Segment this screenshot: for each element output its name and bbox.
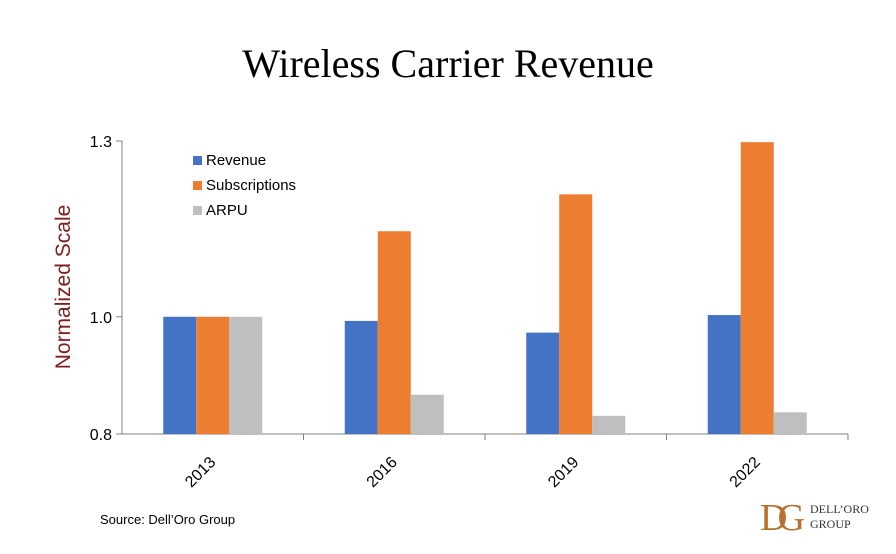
- legend-swatch-arpu: [193, 206, 202, 215]
- bar-arpu-2013: [229, 316, 263, 434]
- legend-label-arpu: ARPU: [206, 202, 248, 219]
- logo-mark: DG: [760, 497, 805, 539]
- x-tick-label: 2013: [182, 454, 219, 491]
- bar-revenue-2022: [707, 315, 741, 434]
- bar-arpu-2016: [410, 394, 444, 434]
- bar-subscriptions-2013: [196, 316, 230, 434]
- x-tick-label: 2019: [545, 454, 582, 491]
- y-tick-label: 0.8: [90, 427, 112, 444]
- chart-title: Wireless Carrier Revenue: [242, 41, 654, 86]
- logo-line-2: GROUP: [810, 517, 851, 531]
- bar-arpu-2022: [773, 412, 807, 434]
- bar-subscriptions-2019: [559, 194, 593, 434]
- bar-revenue-2019: [526, 332, 560, 434]
- bar-revenue-2013: [163, 316, 197, 434]
- x-tick-label: 2022: [727, 454, 764, 491]
- logo-text: DELL’ORO GROUP: [810, 502, 869, 532]
- bar-subscriptions-2016: [377, 231, 411, 434]
- legend-swatch-subscriptions: [193, 181, 202, 190]
- legend-label-revenue: Revenue: [206, 152, 266, 169]
- y-tick-label: 1.3: [90, 134, 112, 151]
- source-note: Source: Dell’Oro Group: [100, 512, 236, 527]
- bar-revenue-2016: [344, 320, 378, 434]
- legend-swatch-revenue: [193, 156, 202, 165]
- x-tick-label: 2016: [364, 454, 401, 491]
- y-axis-label: Normalized Scale: [52, 205, 75, 370]
- dell-oro-logo: DG DELL’ORO GROUP: [760, 498, 880, 538]
- logo-line-1: DELL’ORO: [810, 502, 869, 516]
- bar-subscriptions-2022: [740, 142, 774, 434]
- bar-arpu-2019: [592, 415, 626, 434]
- y-tick-label: 1.0: [90, 310, 112, 327]
- legend-label-subscriptions: Subscriptions: [206, 177, 296, 194]
